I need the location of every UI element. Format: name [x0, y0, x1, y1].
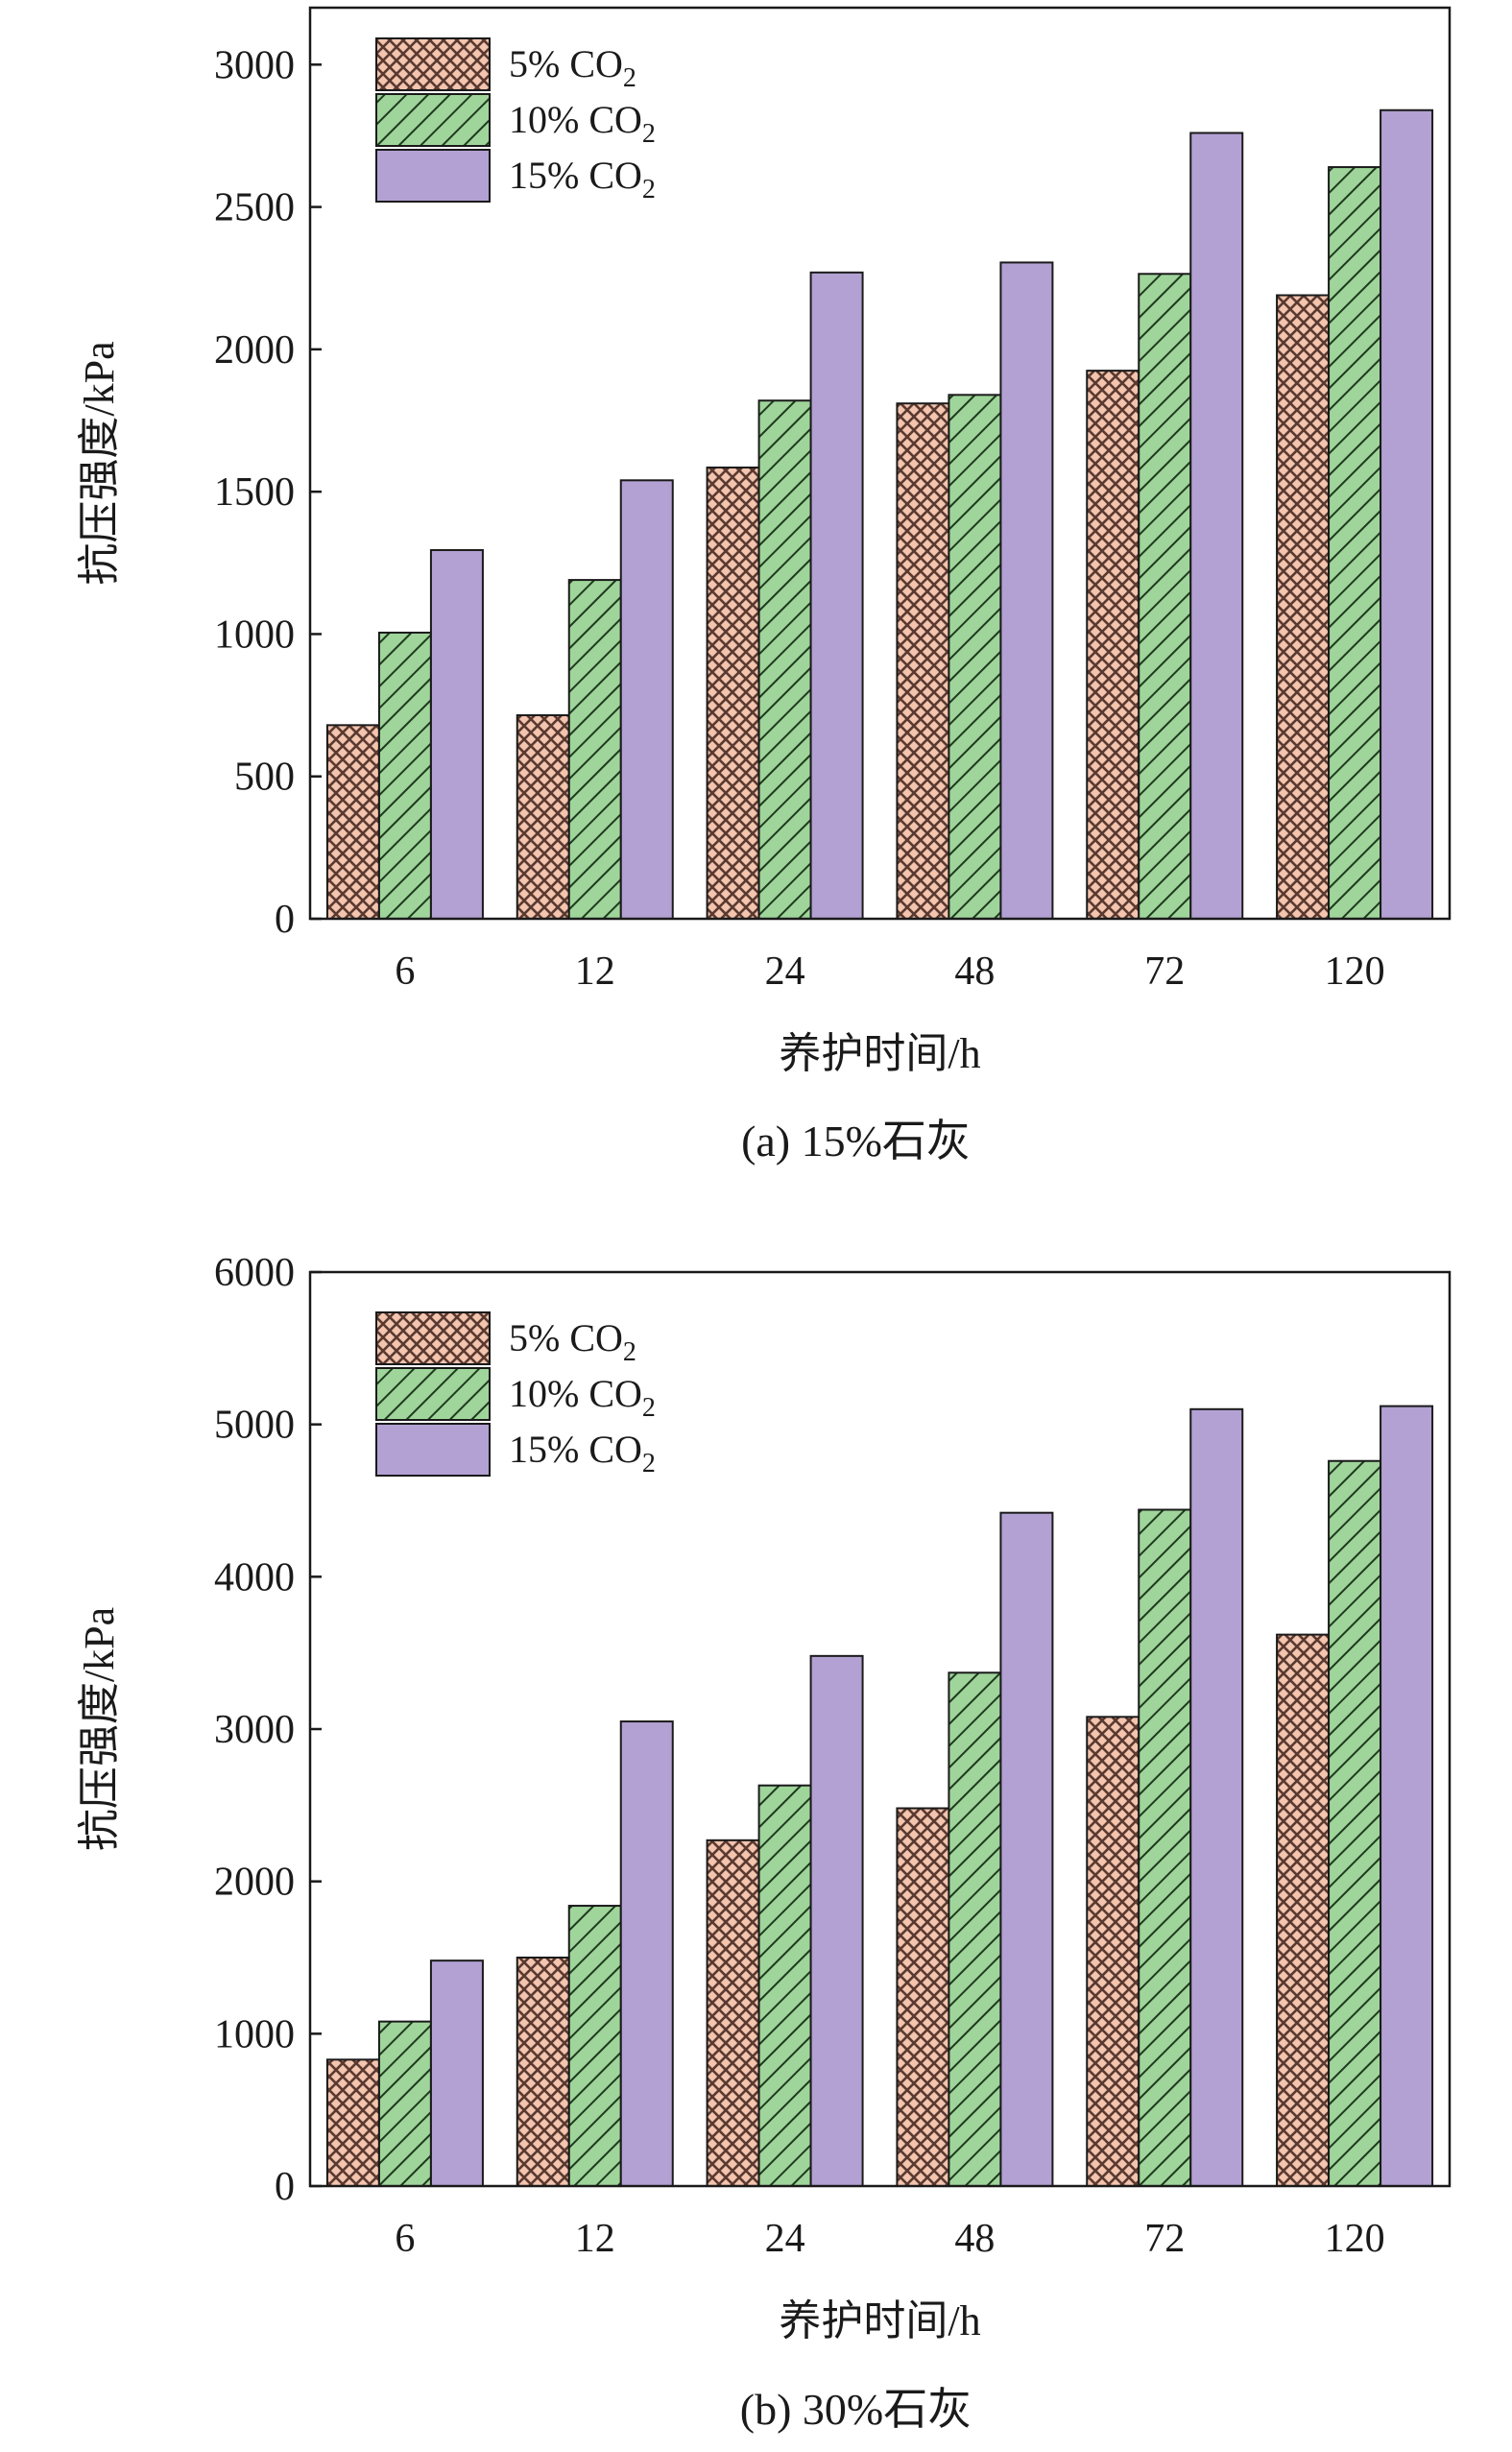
x-tick-label: 24 — [765, 2217, 805, 2261]
chart-caption: (a) 15%石灰 — [741, 1117, 971, 1166]
bar-15pct-co2-72h — [1189, 132, 1244, 921]
x-tick-label: 12 — [575, 2217, 615, 2261]
bar-5pct-co2-24h — [706, 466, 760, 920]
legend-swatch-5pct-co2 — [375, 37, 491, 91]
legend-label-15pct-co2: 15% CO2 — [509, 1428, 656, 1478]
x-tick-label: 24 — [765, 950, 805, 994]
y-tick-label: 500 — [234, 756, 295, 800]
bar-5pct-co2-48h — [896, 402, 950, 920]
bar-10pct-co2-6h — [377, 631, 432, 921]
bar-15pct-co2-48h — [999, 261, 1054, 920]
bar-10pct-co2-120h — [1328, 1459, 1382, 2188]
y-tick-label: 4000 — [214, 1555, 295, 1599]
chart-b: 0 1000 2000 3000 4000 5000 6000 6 12 24 48 72 120 养护时… — [76, 1251, 1452, 2434]
bar-10pct-co2-72h — [1138, 273, 1192, 920]
y-tick-label: 0 — [275, 2165, 295, 2209]
bar-10pct-co2-12h — [567, 579, 622, 920]
y-axis-title: 抗压强度/kPa — [76, 1607, 123, 1851]
bar-15pct-co2-120h — [1380, 1405, 1434, 2188]
bar-5pct-co2-12h — [516, 713, 570, 921]
legend-label-5pct-co2: 5% CO2 — [509, 42, 636, 93]
bar-15pct-co2-12h — [619, 1720, 674, 2187]
y-tick-label: 2000 — [214, 328, 295, 373]
bar-10pct-co2-6h — [377, 2020, 432, 2187]
bar-5pct-co2-120h — [1276, 1633, 1331, 2188]
legend-label-5pct-co2: 5% CO2 — [509, 1316, 636, 1367]
bar-10pct-co2-72h — [1138, 1508, 1192, 2187]
y-tick-label: 2500 — [214, 186, 295, 230]
x-tick-label: 72 — [1144, 950, 1185, 994]
y-tick-label: 1000 — [214, 2012, 295, 2056]
bar-5pct-co2-48h — [896, 1807, 950, 2188]
bar-10pct-co2-48h — [948, 1671, 1002, 2187]
bar-5pct-co2-24h — [706, 1839, 760, 2187]
bar-15pct-co2-72h — [1189, 1407, 1244, 2188]
x-axis-title: 养护时间/h — [779, 2297, 980, 2344]
bar-10pct-co2-12h — [567, 1905, 622, 2187]
x-tick-label: 48 — [954, 2217, 995, 2261]
y-tick-label: 3000 — [214, 43, 295, 87]
x-tick-label: 12 — [575, 950, 615, 994]
bar-15pct-co2-48h — [999, 1511, 1054, 2187]
bar-5pct-co2-6h — [325, 2058, 380, 2187]
bar-5pct-co2-12h — [516, 1957, 570, 2187]
x-tick-label: 6 — [395, 950, 415, 994]
y-tick-label: 6000 — [214, 1251, 295, 1295]
chart-a: 0 500 1000 1500 2000 2500 3000 6 12 24 48 72 120 养护时间… — [76, 6, 1452, 1166]
x-tick-label: 6 — [395, 2217, 415, 2261]
y-tick-label: 1500 — [214, 470, 295, 515]
bar-10pct-co2-48h — [948, 394, 1002, 920]
bar-5pct-co2-120h — [1276, 294, 1331, 920]
plot-frame — [308, 6, 1452, 921]
x-axis-title: 养护时间/h — [779, 1030, 980, 1077]
bar-5pct-co2-72h — [1086, 1716, 1140, 2187]
bar-15pct-co2-120h — [1380, 108, 1434, 920]
x-tick-label: 48 — [954, 950, 995, 994]
bar-5pct-co2-6h — [325, 724, 380, 921]
bar-10pct-co2-120h — [1328, 166, 1382, 920]
y-tick-label: 1000 — [214, 613, 295, 657]
chart-caption: (b) 30%石灰 — [740, 2385, 972, 2434]
bar-10pct-co2-24h — [757, 1784, 812, 2187]
y-tick-label: 0 — [275, 898, 295, 942]
legend-swatch-10pct-co2 — [375, 1367, 491, 1421]
x-tick-label: 120 — [1325, 2217, 1385, 2261]
legend-swatch-10pct-co2 — [375, 93, 491, 147]
y-tick-label: 2000 — [214, 1861, 295, 1905]
legend-label-10pct-co2: 10% CO2 — [509, 98, 656, 149]
bar-10pct-co2-24h — [757, 399, 812, 921]
bar-15pct-co2-6h — [429, 1959, 484, 2187]
legend-swatch-5pct-co2 — [375, 1311, 491, 1365]
legend-swatch-15pct-co2 — [375, 1423, 491, 1477]
y-tick-label: 3000 — [214, 1708, 295, 1752]
bar-15pct-co2-24h — [809, 1654, 864, 2187]
bar-15pct-co2-12h — [619, 479, 674, 920]
legend-label-10pct-co2: 10% CO2 — [509, 1372, 656, 1423]
legend-label-15pct-co2: 15% CO2 — [509, 154, 656, 204]
x-tick-label: 72 — [1144, 2217, 1185, 2261]
x-tick-label: 120 — [1325, 950, 1385, 994]
y-axis-title: 抗压强度/kPa — [76, 341, 123, 585]
y-tick-label: 5000 — [214, 1404, 295, 1448]
bar-15pct-co2-6h — [429, 548, 484, 920]
bar-15pct-co2-24h — [809, 271, 864, 921]
legend-swatch-15pct-co2 — [375, 149, 491, 203]
bar-5pct-co2-72h — [1086, 370, 1140, 920]
